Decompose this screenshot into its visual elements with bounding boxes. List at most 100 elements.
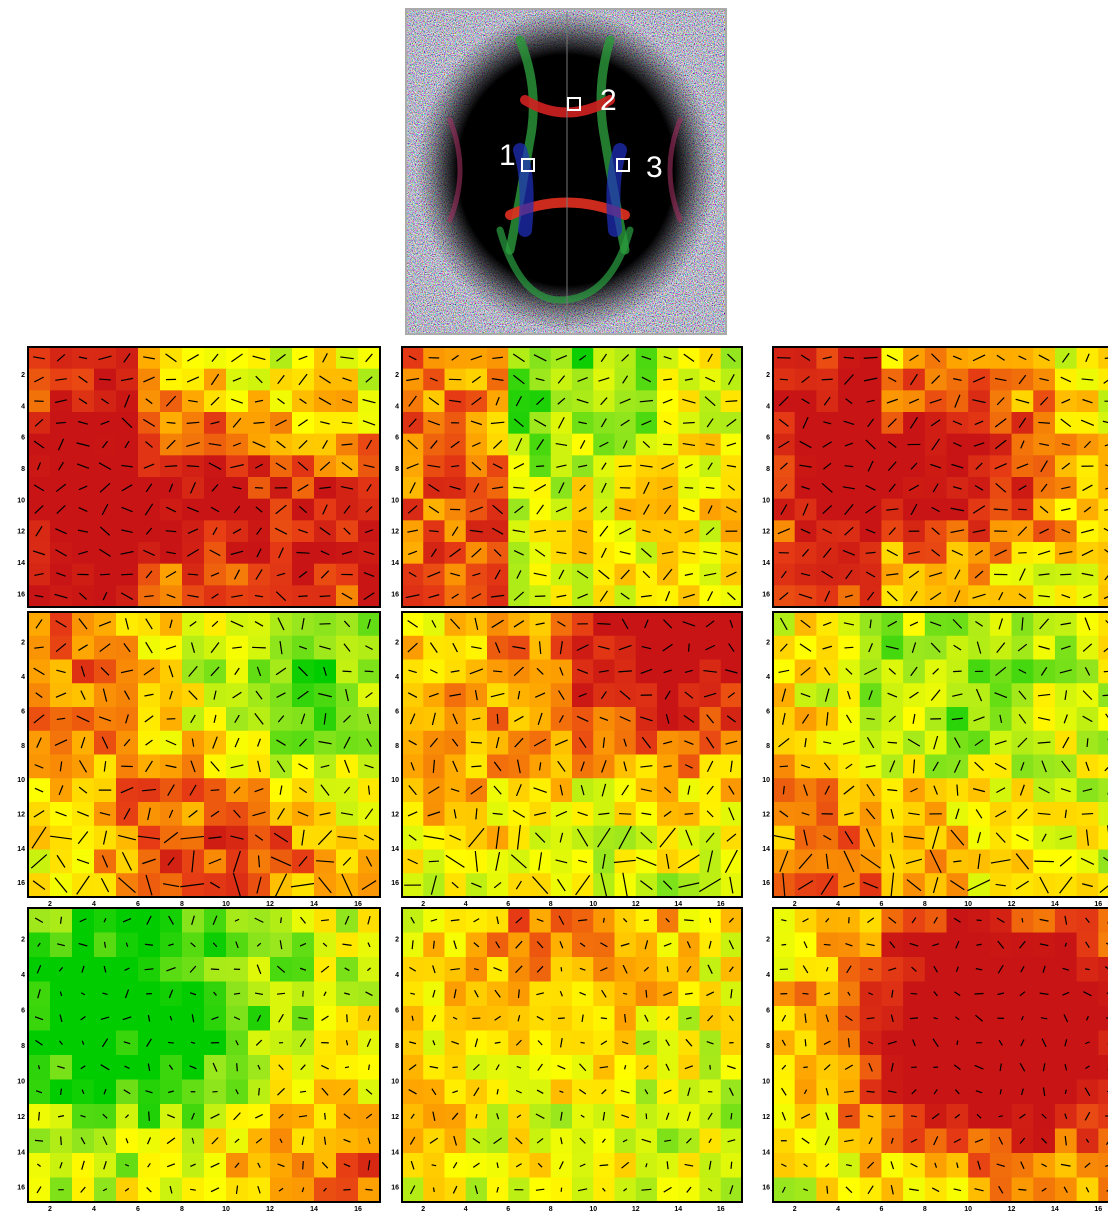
heatmap-panel: 224466881010121214141616 [17,612,380,908]
orientation-glyph [957,1040,958,1045]
x-tick-label: 6 [879,1206,883,1213]
y-tick-label: 2 [766,640,770,647]
y-tick-label: 4 [395,674,399,681]
heatmap-cell [1098,707,1108,731]
y-tick-label: 6 [21,708,25,715]
heatmap-cell [1098,850,1108,874]
x-tick-label: 16 [1094,901,1102,908]
orientation-glyph [581,1042,585,1043]
y-tick-label: 12 [17,1114,25,1121]
orientation-glyph [603,918,604,923]
heatmap-cell [1098,957,1108,982]
y-tick-label: 8 [21,743,25,750]
y-tick-label: 2 [21,937,25,944]
x-tick-label: 2 [421,901,425,908]
y-tick-label: 6 [395,708,399,715]
orientation-glyph [805,1039,806,1046]
x-tick-label: 14 [674,901,682,908]
y-tick-label: 6 [766,708,770,715]
orientation-glyph [601,1018,607,1019]
x-tick-label: 4 [464,1206,468,1213]
heatmap-cell [1098,1178,1108,1203]
y-tick-label: 4 [766,972,770,979]
orientation-glyph [211,790,219,791]
heatmap-panel: 224466881010121214141616 [762,612,1108,908]
orientation-glyph [803,993,809,994]
y-tick-label: 4 [395,403,399,410]
x-tick-label: 16 [717,1206,725,1213]
orientation-glyph [600,1165,609,1166]
x-tick-label: 4 [92,1206,96,1213]
orientation-glyph [845,1116,852,1117]
orientation-glyph [253,422,264,423]
y-tick-label: 8 [395,466,399,473]
orientation-glyph [731,1162,732,1169]
orientation-glyph [518,989,519,998]
orientation-glyph [1087,738,1088,747]
orientation-glyph [889,1116,895,1117]
x-tick-label: 2 [48,901,52,908]
x-tick-label: 14 [674,1206,682,1213]
heatmap-cell [1098,802,1108,826]
orientation-glyph [731,1113,732,1119]
y-tick-label: 4 [21,674,25,681]
y-tick-label: 16 [762,591,770,598]
x-tick-label: 16 [1094,1206,1102,1213]
orientation-glyph [39,1112,40,1121]
orientation-glyph [910,1018,918,1019]
heatmap-cell [1098,755,1108,779]
orientation-glyph [999,1116,1003,1117]
orientation-glyph [646,1113,647,1119]
x-tick-label: 8 [549,901,553,908]
y-tick-label: 8 [21,1043,25,1050]
y-tick-label: 16 [17,880,25,887]
orientation-glyph [347,1014,348,1022]
y-tick-label: 8 [395,743,399,750]
y-tick-label: 4 [766,403,770,410]
orientation-glyph [911,993,917,994]
x-tick-label: 6 [136,901,140,908]
heatmap-cell [1098,908,1108,933]
x-tick-label: 8 [180,1206,184,1213]
y-tick-label: 12 [17,529,25,536]
x-tick-label: 2 [793,1206,797,1213]
x-tick-label: 4 [836,1206,840,1213]
heatmap-cell [1098,933,1108,958]
orientation-glyph [976,920,981,921]
heatmap-cell [1098,369,1108,391]
heatmap-cell [1098,1080,1108,1105]
y-tick-label: 4 [21,403,25,410]
orientation-glyph [471,742,482,743]
orientation-glyph [683,423,695,424]
y-tick-label: 14 [762,560,770,567]
orientation-glyph [844,647,853,648]
orientation-glyph [296,552,309,553]
heatmap-cell [1098,412,1108,434]
y-tick-label: 2 [766,937,770,944]
orientation-glyph [822,379,833,380]
y-tick-label: 10 [391,777,399,784]
y-tick-label: 2 [395,937,399,944]
orientation-glyph [190,1189,196,1190]
x-tick-label: 12 [632,1206,640,1213]
y-tick-label: 14 [762,1149,770,1156]
y-tick-label: 14 [391,846,399,853]
orientation-glyph [35,1140,43,1141]
orientation-glyph [1018,1189,1026,1190]
heatmap-cell [1098,612,1108,636]
roi-label: 3 [646,151,663,184]
x-tick-label: 8 [923,901,927,908]
x-tick-label: 14 [1051,901,1059,908]
y-tick-label: 10 [762,1078,770,1085]
heatmap-panel: 224466881010121214141616 [391,347,742,618]
orientation-glyph [145,969,154,970]
x-tick-label: 12 [1008,901,1016,908]
y-tick-label: 12 [762,529,770,536]
heatmap-cell [1098,731,1108,755]
orientation-glyph [641,1189,651,1190]
y-tick-label: 16 [391,591,399,598]
y-tick-label: 2 [21,640,25,647]
orientation-glyph [237,1063,238,1071]
x-tick-label: 6 [506,901,510,908]
y-tick-label: 2 [395,372,399,379]
